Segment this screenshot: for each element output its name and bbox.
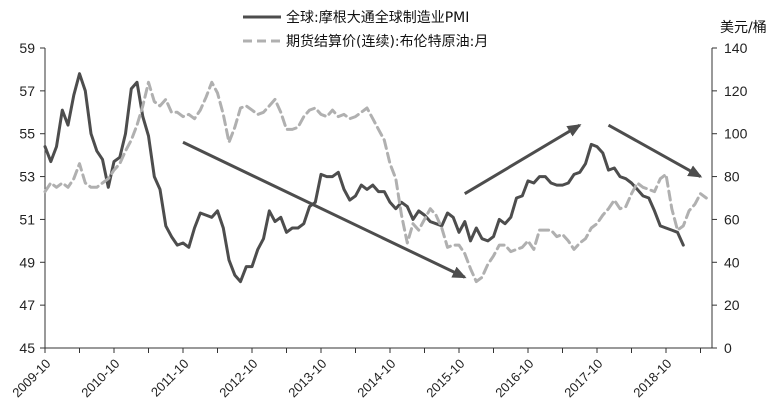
series-line-pmi [43, 72, 685, 284]
y-right-tick-label: 40 [724, 254, 740, 270]
trend-arrow-2 [463, 123, 582, 196]
y-right-tick-label: 0 [724, 340, 732, 356]
trend-arrow-1 [182, 140, 467, 279]
y-left-tick-label: 45 [19, 340, 35, 356]
x-tick-label: 2014-10 [354, 356, 398, 400]
y-left-tick-label: 51 [19, 211, 35, 227]
x-tick-label: 2010-10 [78, 356, 122, 400]
x-tick-label: 2012-10 [216, 356, 260, 400]
y-left-tick-label: 47 [19, 297, 35, 313]
x-tick-label: 2017-10 [561, 356, 605, 400]
series-line-brent [43, 80, 708, 284]
y-left-tick-label: 49 [19, 254, 35, 270]
x-tick-label: 2011-10 [148, 356, 192, 400]
x-tick-label: 2013-10 [285, 356, 329, 400]
right-axis-unit: 美元/桶 [720, 20, 767, 36]
y-right-tick-label: 100 [724, 126, 748, 142]
trend-arrow-3 [607, 123, 703, 178]
legend-label-pmi: 全球:摩根大通全球制造业PMI [286, 9, 469, 26]
x-tick-label: 2016-10 [492, 356, 536, 400]
x-tick-label: 2018-10 [630, 356, 674, 400]
axes-group: 45 47 49 51 53 55 57 59 0 20 40 60 80 100 120 140 2009-1… [9, 40, 747, 400]
y-right-tick-label: 140 [724, 40, 748, 56]
y-left-tick-label: 53 [19, 169, 35, 185]
y-left-tick-label: 59 [19, 40, 35, 56]
y-right-tick-label: 20 [724, 297, 740, 313]
series-group [43, 72, 708, 284]
legend: 全球:摩根大通全球制造业PMI 期货结算价(连续):布伦特原油:月 [243, 9, 488, 50]
y-right-tick-label: 60 [724, 211, 740, 227]
y-left-tick-label: 57 [19, 83, 35, 99]
legend-label-brent: 期货结算价(连续):布伦特原油:月 [286, 33, 488, 50]
y-right-tick-label: 80 [724, 169, 740, 185]
y-right-tick-label: 120 [724, 83, 748, 99]
x-tick-label: 2009-10 [9, 356, 53, 400]
x-tick-label: 2015-10 [423, 356, 467, 400]
annotation-arrows-group [182, 123, 703, 279]
y-left-tick-label: 55 [19, 126, 35, 142]
